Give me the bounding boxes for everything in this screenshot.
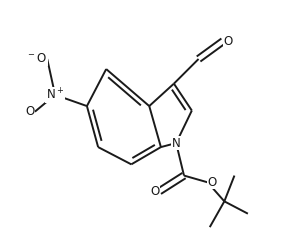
Text: $^-$O: $^-$O xyxy=(26,53,47,65)
Text: O: O xyxy=(223,34,233,48)
Text: O: O xyxy=(150,185,159,198)
Text: O: O xyxy=(208,176,217,189)
Text: N: N xyxy=(172,137,181,150)
Text: O: O xyxy=(26,105,35,118)
Text: N$^+$: N$^+$ xyxy=(46,87,64,102)
